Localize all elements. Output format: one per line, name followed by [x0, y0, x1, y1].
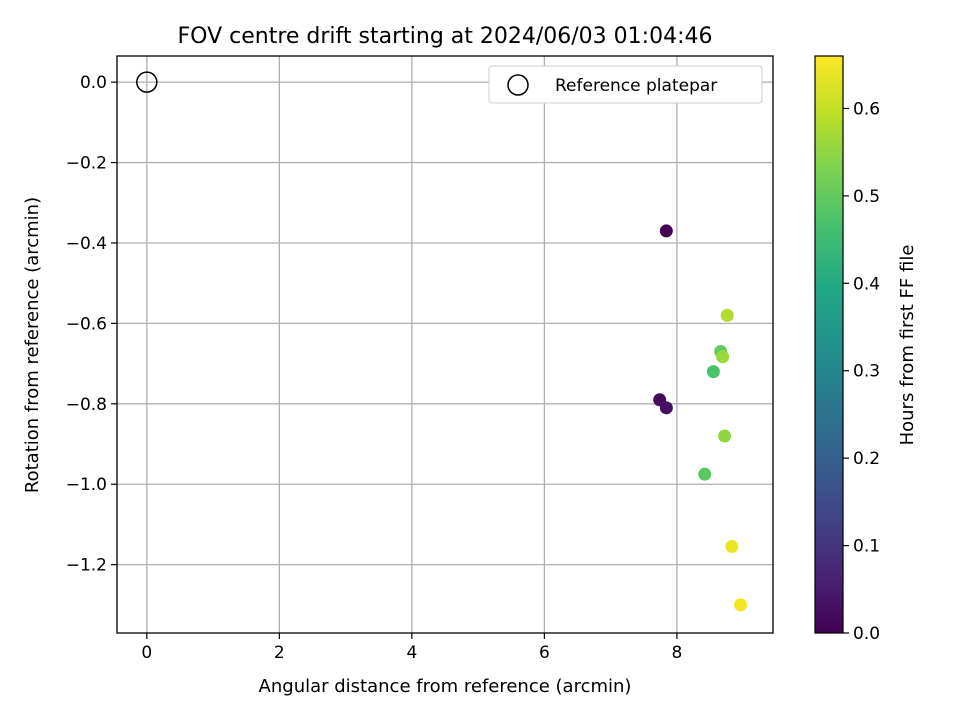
x-tick-label: 2 — [274, 643, 285, 663]
y-tick-label: −0.6 — [66, 314, 107, 334]
colorbar-tick-label: 0.1 — [853, 537, 880, 557]
data-point — [716, 350, 730, 364]
colorbar-ticks: 0.0 0.1 0.2 0.3 0.4 0.5 0.6 — [843, 99, 880, 644]
colorbar-tick-label: 0.6 — [853, 99, 880, 119]
data-point — [720, 308, 734, 322]
legend-box — [488, 65, 763, 104]
x-tick-label: 0 — [141, 643, 152, 663]
y-tick-label: −0.4 — [66, 234, 107, 254]
colorbar — [814, 55, 844, 634]
data-point — [718, 429, 732, 443]
data-point — [698, 467, 712, 481]
data-point — [659, 401, 673, 415]
chart-title: FOV centre drift starting at 2024/06/03 … — [178, 24, 713, 49]
x-tick-label: 6 — [539, 643, 550, 663]
colorbar-tick-label: 0.0 — [853, 624, 880, 644]
x-tick-label: 8 — [672, 643, 683, 663]
grid-lines — [117, 56, 773, 633]
colorbar-label: Hours from first FF file — [897, 245, 918, 446]
data-points — [653, 224, 748, 612]
data-point — [725, 540, 739, 554]
x-axis-label: Angular distance from reference (arcmin) — [259, 676, 632, 697]
y-tick-label: −1.2 — [66, 556, 107, 576]
colorbar-tick-label: 0.2 — [853, 449, 880, 469]
data-point — [734, 598, 748, 612]
x-axis-ticks: 0 2 4 6 8 — [141, 633, 682, 663]
reference-point — [136, 71, 158, 93]
legend-label-reference: Reference platepar — [555, 76, 717, 96]
y-axis-label: Rotation from reference (arcmin) — [22, 197, 43, 493]
y-tick-label: 0.0 — [80, 73, 107, 93]
reference-marker — [136, 71, 158, 93]
data-point — [706, 365, 720, 379]
colorbar-tick-label: 0.3 — [853, 362, 880, 382]
y-axis-ticks: 0.0 −0.2 −0.4 −0.6 −0.8 −1.0 −1.2 — [66, 73, 117, 576]
colorbar-tick-label: 0.4 — [853, 274, 880, 294]
x-tick-label: 4 — [406, 643, 417, 663]
colorbar-tick-label: 0.5 — [853, 187, 880, 207]
y-tick-label: −0.2 — [66, 154, 107, 174]
legend-marker-reference — [507, 74, 529, 96]
data-point — [659, 224, 673, 238]
legend: Reference platepar — [488, 65, 763, 104]
plot-frame — [116, 55, 774, 634]
y-tick-label: −0.8 — [66, 395, 107, 415]
y-tick-label: −1.0 — [66, 475, 107, 495]
